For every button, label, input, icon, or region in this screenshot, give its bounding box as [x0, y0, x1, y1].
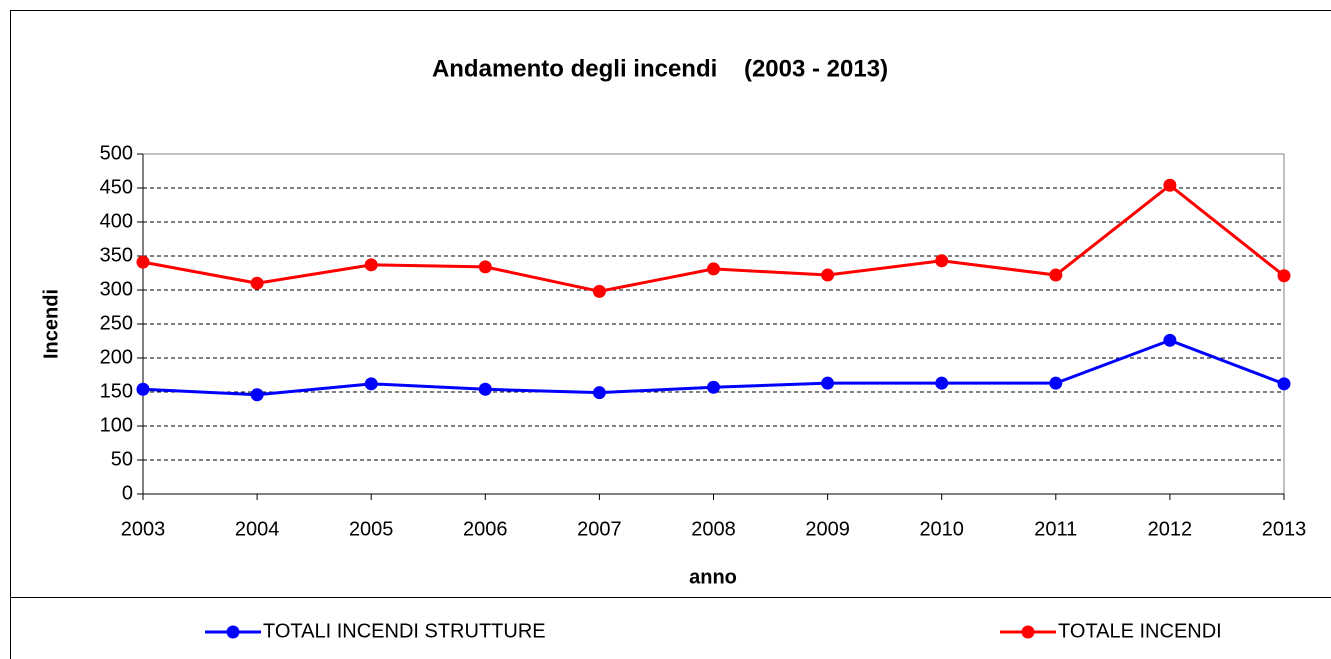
- y-tick-label: 500: [100, 142, 133, 164]
- data-point: [935, 376, 949, 390]
- x-tick-label: 2012: [1148, 518, 1193, 540]
- data-point: [364, 258, 378, 272]
- data-point: [1049, 376, 1063, 390]
- data-point: [1163, 333, 1177, 347]
- x-tick-label: 2009: [805, 518, 850, 540]
- legend-marker: [226, 625, 240, 639]
- data-point: [707, 380, 720, 394]
- data-point: [478, 260, 492, 274]
- chart-frame: [10, 10, 1331, 659]
- x-axis-label: anno: [689, 566, 737, 588]
- data-point: [250, 388, 264, 402]
- y-tick-label: 50: [111, 448, 133, 470]
- x-tick-label: 2011: [1034, 518, 1077, 540]
- data-point: [821, 376, 835, 390]
- data-point: [136, 382, 150, 396]
- data-point: [1163, 178, 1177, 192]
- y-tick-label: 200: [100, 346, 133, 368]
- x-tick-label: 2003: [121, 518, 166, 540]
- y-tick-label: 150: [100, 380, 133, 402]
- legend-marker: [1021, 625, 1035, 639]
- x-tick-label: 2008: [691, 518, 736, 540]
- data-point: [1277, 269, 1291, 283]
- legend-label: TOTALI INCENDI STRUTTURE: [263, 620, 546, 642]
- x-tick-label: 2010: [919, 518, 964, 540]
- x-tick-label: 2013: [1262, 518, 1307, 540]
- data-point: [478, 382, 492, 396]
- y-tick-label: 450: [100, 176, 133, 198]
- y-tick-label: 0: [122, 482, 133, 504]
- data-point: [821, 268, 835, 282]
- y-axis-label: Incendi: [40, 289, 62, 359]
- data-point: [592, 386, 606, 400]
- y-tick-label: 350: [100, 244, 133, 266]
- x-tick-label: 2005: [349, 518, 394, 540]
- x-tick-label: 2004: [235, 518, 280, 540]
- y-tick-label: 300: [100, 278, 133, 300]
- data-point: [1277, 377, 1291, 391]
- data-point: [250, 276, 264, 290]
- data-point: [935, 254, 949, 268]
- legend-label: TOTALE INCENDI: [1058, 620, 1222, 642]
- data-point: [136, 255, 150, 269]
- data-point: [592, 284, 606, 298]
- data-point: [364, 377, 378, 391]
- data-point: [1049, 268, 1063, 282]
- chart-title: Andamento degli incendi (2003 - 2013): [432, 55, 888, 82]
- y-tick-label: 400: [100, 210, 133, 232]
- data-point: [707, 262, 720, 276]
- y-tick-label: 250: [100, 312, 133, 334]
- x-tick-label: 2006: [463, 518, 508, 540]
- y-tick-label: 100: [100, 414, 133, 436]
- x-tick-label: 2007: [577, 518, 622, 540]
